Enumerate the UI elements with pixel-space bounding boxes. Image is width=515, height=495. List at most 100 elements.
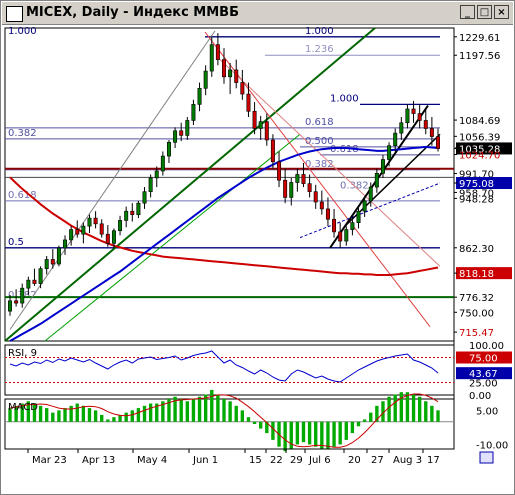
- candle-body: [374, 173, 379, 188]
- fib-level-label: 0.382: [305, 159, 334, 170]
- macd-bar: [148, 403, 153, 422]
- candle-body: [344, 229, 349, 242]
- candle-body: [399, 122, 404, 134]
- macd-bar: [100, 414, 104, 422]
- macd-bar: [320, 421, 324, 449]
- title-bar[interactable]: MICEX, Daily - Индекс ММВБ _ □ ×: [2, 2, 513, 25]
- candle-body: [313, 191, 318, 203]
- macd-bar: [350, 421, 355, 434]
- macd-bar: [185, 401, 189, 422]
- macd-bar: [246, 417, 251, 422]
- candle-body: [20, 287, 25, 304]
- macd-bar: [332, 421, 336, 447]
- minimize-button[interactable]: _: [460, 5, 475, 19]
- rsi-axis-label: 43.67: [469, 369, 498, 380]
- macd-bar: [167, 399, 171, 422]
- rsi-pane: [4, 344, 455, 396]
- macd-bar: [338, 421, 342, 445]
- close-button[interactable]: ×: [494, 5, 509, 19]
- candle-body: [332, 218, 337, 233]
- time-axis-label: Mar 23: [32, 455, 67, 466]
- macd-bar: [118, 414, 122, 422]
- down-trend-line: [219, 59, 441, 267]
- macd-bar: [417, 396, 422, 422]
- fib-level-label: 0.618: [330, 144, 359, 155]
- fib-level-label: 0.382: [8, 128, 37, 139]
- fib-level-label: 0.500: [305, 136, 334, 147]
- macd-bar: [57, 410, 61, 422]
- time-axis-label: 22: [270, 455, 283, 466]
- candle-body: [270, 139, 275, 163]
- candle-body: [356, 210, 361, 223]
- candle-body: [387, 145, 392, 160]
- candle-body: [222, 59, 226, 78]
- fib-level-label: 1.236: [305, 44, 334, 55]
- candle-body: [111, 230, 116, 244]
- macd-bar: [424, 401, 428, 422]
- candle-body: [81, 225, 86, 235]
- fib-level-label: 0.618: [305, 117, 334, 128]
- macd-bar: [393, 394, 397, 422]
- candle-body: [325, 208, 330, 220]
- macd-bar: [142, 405, 147, 422]
- macd-bar: [240, 410, 245, 422]
- macd-bar: [387, 396, 391, 422]
- rsi-label: RSI, 9: [8, 348, 37, 359]
- macd-bar: [307, 421, 312, 445]
- price-axis-label: 1035.28: [459, 144, 500, 155]
- candle-body: [32, 279, 37, 284]
- macd-bar: [228, 401, 232, 422]
- macd-bar: [271, 421, 275, 440]
- macd-bar: [161, 401, 165, 422]
- price-axis-label: 958.70: [459, 188, 494, 199]
- price-axis-label: 975.08: [459, 179, 494, 190]
- rsi-axis-label: 75.00: [469, 354, 498, 365]
- macd-bar: [356, 421, 361, 427]
- macd-bar: [136, 408, 141, 422]
- macd-bar: [399, 392, 403, 422]
- candle-body: [380, 159, 385, 174]
- macd-bar: [265, 421, 269, 434]
- price-axis-label: 1056.39: [459, 132, 500, 143]
- candle-body: [362, 200, 367, 212]
- macd-bar: [430, 405, 434, 422]
- macd-bar: [216, 394, 220, 422]
- macd-bar: [173, 396, 177, 422]
- price-axis-label: 1197.56: [459, 51, 500, 62]
- macd-label: MACD: [8, 402, 38, 413]
- time-axis-label: 29: [290, 455, 303, 466]
- candle-body: [301, 174, 306, 184]
- macd-axis-label: -10.00: [476, 440, 508, 451]
- candle-body: [26, 279, 31, 289]
- macd-bar: [369, 412, 373, 422]
- maximize-button[interactable]: □: [477, 5, 492, 19]
- macd-bar: [203, 394, 208, 422]
- macd-bar: [45, 408, 49, 422]
- candle-body: [246, 93, 251, 112]
- time-axis-label: 27: [371, 455, 384, 466]
- candle-body: [154, 170, 159, 179]
- candle-body: [411, 108, 416, 114]
- candle-body: [38, 268, 43, 284]
- macd-bar: [314, 421, 318, 447]
- macd-bar: [69, 405, 73, 422]
- candle-body: [417, 113, 422, 121]
- macd-bar: [222, 399, 226, 422]
- fib-level-label: 1.000: [8, 26, 37, 37]
- price-axis-label: 750.00: [459, 308, 494, 319]
- candle-body: [99, 223, 104, 235]
- candle-body: [215, 44, 220, 60]
- time-axis-label: 17: [427, 455, 440, 466]
- time-axis-label: 15: [249, 455, 262, 466]
- candle-body: [179, 130, 184, 136]
- macd-bar: [155, 403, 159, 422]
- scroll-to-end-icon: [479, 451, 494, 464]
- rsi-tag-background: [456, 367, 512, 380]
- rsi-tag-background: [456, 351, 512, 364]
- rsi-axis-label: 25.00: [469, 379, 498, 390]
- price-axis-label: 1229.61: [459, 33, 500, 44]
- up-trend-line: [344, 133, 441, 227]
- macd-bar: [234, 405, 238, 422]
- candle-body: [338, 231, 343, 242]
